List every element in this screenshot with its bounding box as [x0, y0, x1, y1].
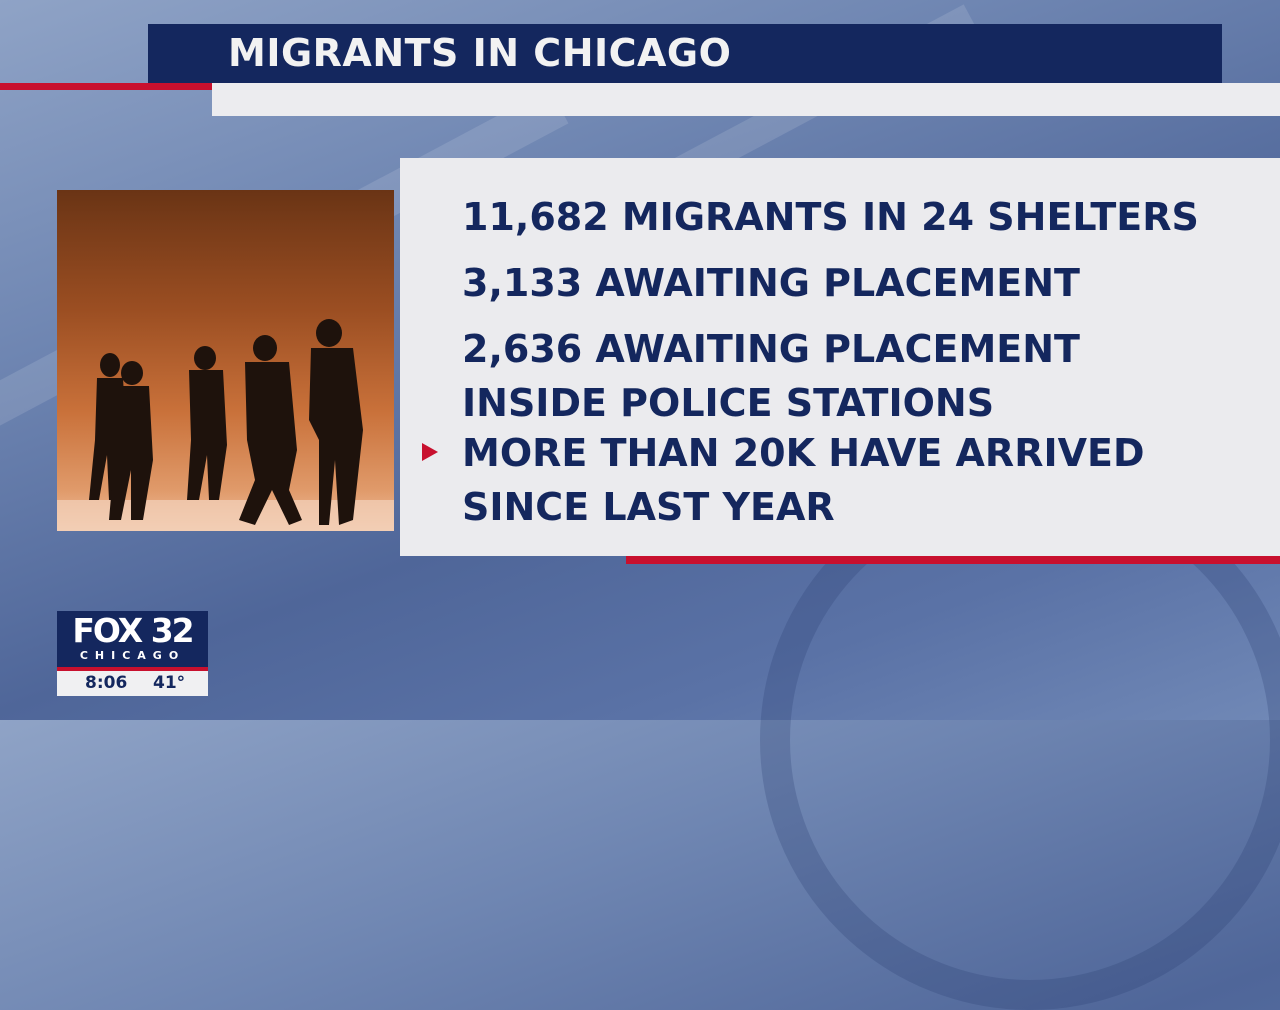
fact-text-line2: INSIDE POLICE STATIONS [462, 381, 995, 425]
facts-panel: 11,682 MIGRANTS IN 24 SHELTERS 3,133 AWA… [400, 158, 1280, 556]
logo-city: CHICAGO [79, 649, 186, 662]
logo-top: FOX 32 CHICAGO [57, 611, 208, 667]
fact-item-highlighted: MORE THAN 20K HAVE ARRIVED SINCE LAST YE… [462, 426, 1145, 534]
temperature: 41° [153, 673, 186, 693]
triangle-bullet-icon [422, 443, 438, 461]
fact-item: 3,133 AWAITING PLACEMENT [462, 256, 1080, 310]
fact-text-line1: 2,636 AWAITING PLACEMENT [462, 327, 1080, 371]
logo-red-stripe [57, 667, 208, 671]
title-bar: MIGRANTS IN CHICAGO [148, 24, 1222, 83]
logo-brand: FOX 32 [72, 611, 194, 650]
fact-text: 11,682 MIGRANTS IN 24 SHELTERS [462, 195, 1199, 239]
clock-time: 8:06 [85, 673, 128, 693]
station-logo: FOX 32 CHICAGO 8:06 41° [57, 611, 208, 696]
fact-text-line2: SINCE LAST YEAR [462, 485, 835, 529]
red-accent-line-bottom [626, 556, 1280, 564]
red-accent-line [0, 83, 212, 90]
time-temp-bar: 8:06 41° [57, 671, 208, 696]
fact-text: 3,133 AWAITING PLACEMENT [462, 261, 1080, 305]
fact-text-line1: MORE THAN 20K HAVE ARRIVED [462, 431, 1145, 475]
fact-item: 11,682 MIGRANTS IN 24 SHELTERS [462, 190, 1199, 244]
title-underbar [212, 83, 1280, 116]
migrants-silhouette-image [57, 190, 394, 531]
headline-title: MIGRANTS IN CHICAGO [228, 31, 732, 75]
fact-item: 2,636 AWAITING PLACEMENT INSIDE POLICE S… [462, 322, 1080, 430]
